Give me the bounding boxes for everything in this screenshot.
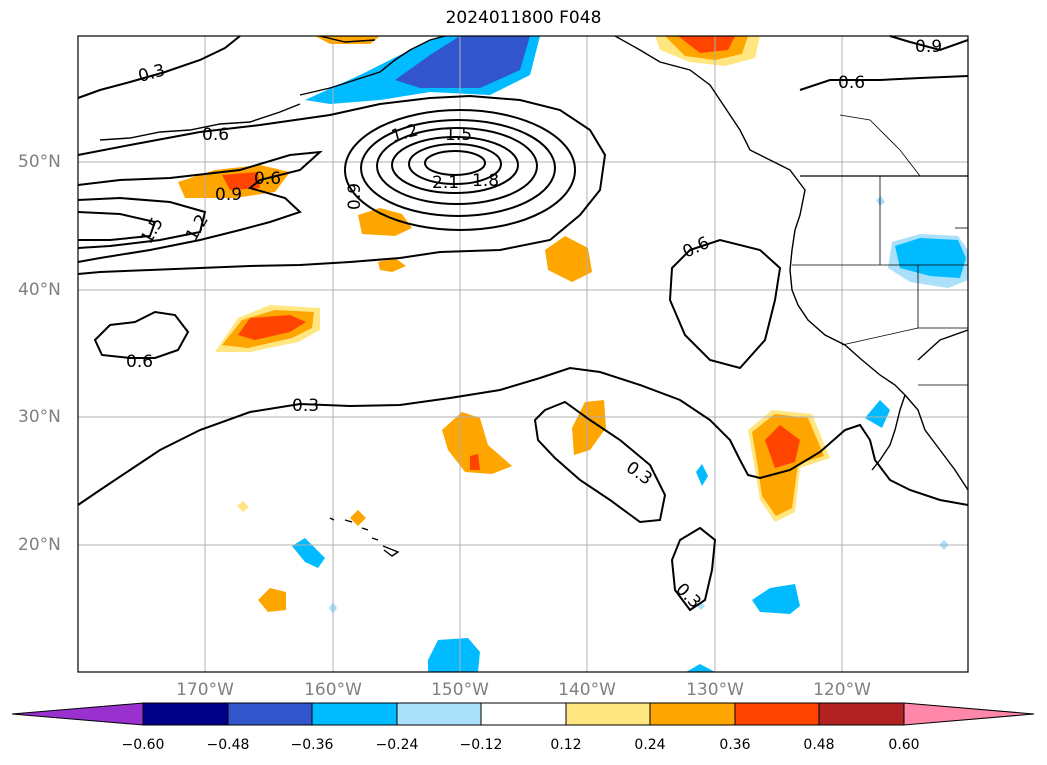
positive-area-hawaii [350,510,366,526]
state-borders [792,114,968,386]
negative-area-bottom-130w [686,664,715,672]
contour-label-0-6-ne: 0.6 [838,73,865,93]
contour-label-0-6-west-loop: 0.6 [126,352,153,372]
lon-label-120w: 120°W [813,680,871,700]
contour-label-0-3-nw: 0.3 [136,61,167,87]
positive-area-165w-strong [238,315,306,340]
negative-area-168w-20n [292,538,325,568]
positive-area-north-coast-strong [678,36,735,53]
colorbar-tick-label: 0.60 [888,737,920,753]
negative-area-south-150w [428,638,480,672]
colorbar-tick-label: −0.36 [290,737,334,753]
lat-label-30n: 30°N [18,407,61,427]
coastlines [99,35,969,557]
positive-area-148w-strong [470,454,480,470]
lon-label-140w: 140°W [558,680,616,700]
map-frame [77,35,969,673]
colorbar-box-4 [396,702,482,726]
contour-label-1-8-low: 1.8 [472,171,499,191]
contour-label-0-9-west: 0.9 [215,185,242,205]
contour-label-0-6-coast: 0.6 [680,233,713,263]
contour-label-0-6-west: 0.6 [254,169,281,189]
negative-area-gulf-alaska-core [395,36,530,88]
colorbar-box-8 [734,702,820,726]
map-title: 2024011800 F048 [445,8,602,28]
negative-area-130w-25n [696,464,708,486]
colorbar-box-1 [142,702,229,726]
contour-label-0-9-low: 0.9 [345,183,365,210]
colorbar-extend-high [903,702,1035,726]
lat-label-50n: 50°N [18,152,61,172]
colorbar-tick-label: 0.48 [803,737,835,753]
colorbar-box-9 [818,702,905,726]
colorbar-tick-label: −0.24 [375,737,419,753]
positive-area-tiny-1 [237,501,249,512]
colorbar-tick-label: 0.24 [634,737,666,753]
contour-lines [77,35,969,612]
contour-label-0-3-loop: 0.3 [622,458,656,490]
contour-label-1-5-low: 1.5 [445,125,472,145]
contour-label-0-6-nw: 0.6 [202,125,229,145]
colorbar-box-7 [649,702,736,726]
negative-area-tiny-2 [876,196,885,206]
lat-label-40n: 40°N [18,280,61,300]
contour-label-2-1-low: 2.1 [432,173,459,193]
lon-label-150w: 150°W [431,680,489,700]
positive-area-155w [358,208,412,236]
lat-label-20n: 20°N [18,535,61,555]
colorbar-extend-low [11,702,144,726]
positive-area-143w [545,236,592,282]
colorbar-tick-label: −0.48 [206,737,250,753]
lon-label-160w: 160°W [304,680,362,700]
contour-label-0-3-south: 0.3 [292,396,319,416]
colorbar-box-2 [227,702,313,726]
negative-area-baja [865,400,890,428]
colorbar-tick-label: 0.12 [550,737,582,753]
shaded-anomalies [178,36,968,672]
negative-area-us-west-core [895,238,966,278]
lon-label-170w: 170°W [176,680,234,700]
lon-label-130w: 130°W [686,680,744,700]
colorbar [11,702,1035,726]
colorbar-tick-label: 0.36 [719,737,751,753]
colorbar-box-3 [311,702,398,726]
contour-label-0-9-ne: 0.9 [915,37,942,57]
colorbar-tick-label: −0.12 [459,737,503,753]
colorbar-tick-label: −0.60 [121,737,165,753]
positive-area-125w-strong [765,425,800,468]
colorbar-box-6 [565,702,651,726]
positive-area-155w-small [378,258,406,272]
colorbar-box-5 [480,702,567,726]
gridlines [78,36,968,672]
positive-area-west-50n-core [222,172,260,190]
negative-area-south-125w [752,584,800,614]
contour-label-1-2-west: 1.2 [182,211,213,244]
positive-area-south-165w [258,588,286,612]
